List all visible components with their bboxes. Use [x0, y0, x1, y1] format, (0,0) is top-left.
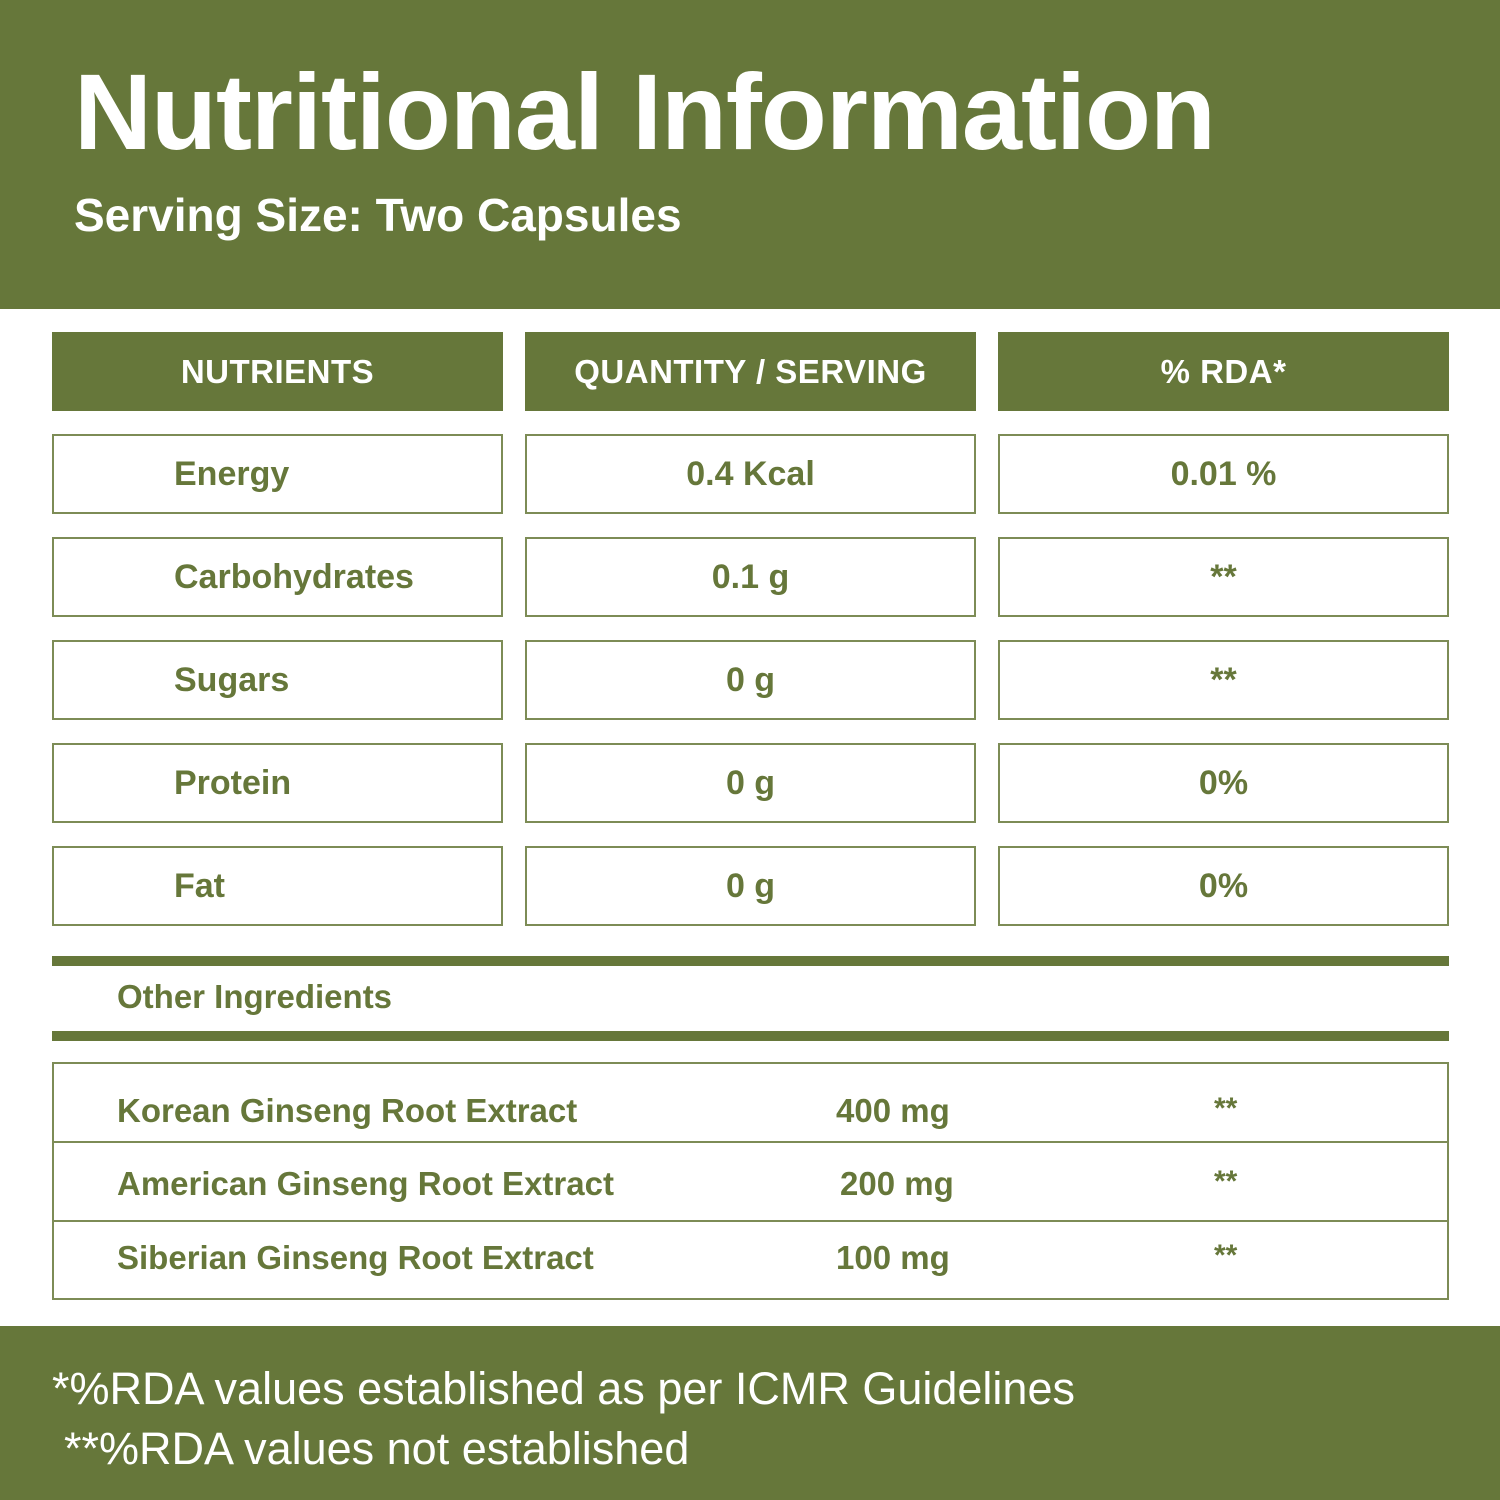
ingredients-table: Korean Ginseng Root Extract 400 mg ** Am… [52, 1062, 1449, 1300]
column-header-label: QUANTITY / SERVING [574, 352, 927, 390]
serving-size: Serving Size: Two Capsules [74, 189, 682, 241]
nutrient-cell: Fat [52, 846, 503, 926]
section-divider-bottom [52, 1031, 1449, 1041]
rda-cell: ** [998, 640, 1449, 720]
footnotes-banner: *%RDA values established as per ICMR Gui… [0, 1326, 1500, 1500]
nutrient-cell: Carbohydrates [52, 537, 503, 617]
nutrient-name: Energy [174, 454, 290, 493]
page-title: Nutritional Information [74, 51, 1216, 172]
rda-value: 0.01 % [1170, 454, 1277, 493]
rda-value: ** [1210, 557, 1237, 596]
nutrient-name: Protein [174, 763, 292, 802]
nutrient-cell: Energy [52, 434, 503, 514]
rda-cell: 0% [998, 846, 1449, 926]
quantity-cell: 0 g [525, 640, 976, 720]
column-header-quantity: QUANTITY / SERVING [525, 332, 976, 411]
rda-value: 0% [1198, 866, 1249, 905]
column-header-label: NUTRIENTS [180, 352, 375, 390]
ingredient-rda: ** [1214, 1092, 1238, 1125]
ingredient-name: Siberian Ginseng Root Extract [117, 1239, 594, 1276]
ingredient-name: American Ginseng Root Extract [117, 1165, 614, 1202]
column-header-nutrients: NUTRIENTS [52, 332, 503, 411]
section-divider-top [52, 956, 1449, 966]
quantity-cell: 0 g [525, 743, 976, 823]
nutrient-cell: Protein [52, 743, 503, 823]
ingredient-quantity: 100 mg [836, 1239, 950, 1276]
ingredient-row: Siberian Ginseng Root Extract 100 mg ** [54, 1222, 1447, 1301]
quantity-value: 0.1 g [711, 557, 790, 596]
quantity-cell: 0.1 g [525, 537, 976, 617]
quantity-value: 0 g [725, 866, 776, 905]
rda-value: ** [1210, 660, 1237, 699]
rda-cell: 0% [998, 743, 1449, 823]
ingredient-quantity: 400 mg [836, 1092, 950, 1129]
nutrient-name: Carbohydrates [174, 557, 414, 596]
rda-cell: 0.01 % [998, 434, 1449, 514]
footnote-rda-established: *%RDA values established as per ICMR Gui… [52, 1363, 1075, 1414]
ingredient-name: Korean Ginseng Root Extract [117, 1092, 578, 1129]
nutrient-cell: Sugars [52, 640, 503, 720]
column-header-label: % RDA* [1160, 352, 1287, 390]
quantity-value: 0 g [725, 660, 776, 699]
ingredient-row: American Ginseng Root Extract 200 mg ** [54, 1143, 1447, 1222]
ingredient-quantity: 200 mg [840, 1165, 954, 1202]
ingredient-rda: ** [1214, 1239, 1238, 1272]
title-banner: Nutritional Information Serving Size: Tw… [0, 0, 1500, 309]
ingredient-rda: ** [1214, 1165, 1238, 1198]
ingredient-row: Korean Ginseng Root Extract 400 mg ** [54, 1064, 1447, 1143]
quantity-cell: 0.4 Kcal [525, 434, 976, 514]
quantity-value: 0.4 Kcal [686, 454, 815, 493]
footnote-rda-not-established: **%RDA values not established [64, 1423, 690, 1474]
quantity-cell: 0 g [525, 846, 976, 926]
rda-cell: ** [998, 537, 1449, 617]
nutrient-name: Fat [174, 866, 225, 905]
column-header-rda: % RDA* [998, 332, 1449, 411]
nutrient-name: Sugars [174, 660, 290, 699]
other-ingredients-heading: Other Ingredients [117, 978, 393, 1015]
quantity-value: 0 g [725, 763, 776, 802]
rda-value: 0% [1198, 763, 1249, 802]
